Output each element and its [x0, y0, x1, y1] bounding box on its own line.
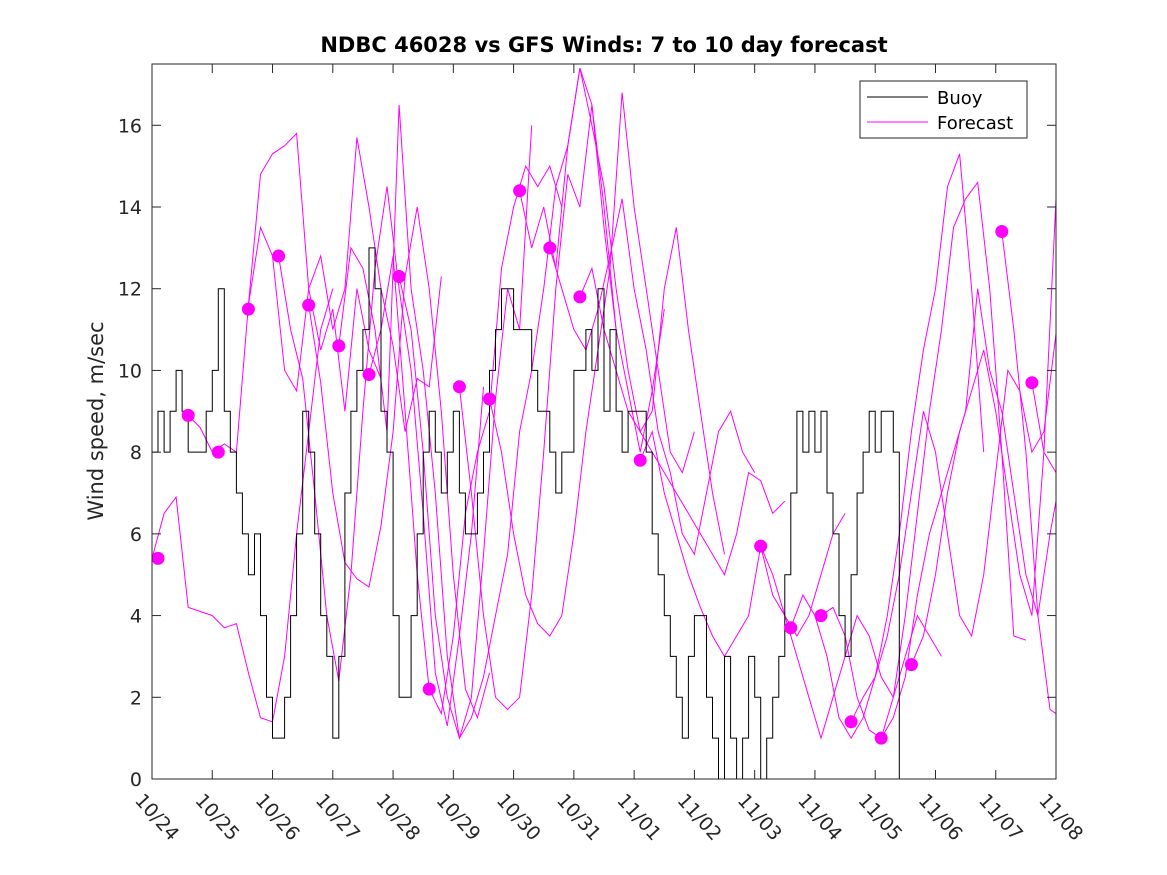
x-tick-label: 10/25	[191, 790, 244, 845]
x-tick-label: 11/04	[793, 790, 846, 845]
forecast-marker-13	[543, 241, 557, 255]
forecast-line-21	[1031, 382, 1057, 473]
forecast-marker-19	[844, 715, 858, 729]
y-tick-label: 16	[118, 115, 142, 137]
forecast-marker-11	[483, 392, 496, 406]
forecast-marker-9	[422, 682, 436, 696]
x-tick-label: 10/28	[371, 790, 424, 845]
forecast-line-8	[458, 104, 665, 711]
forecast-marker-4	[272, 249, 286, 263]
x-tick-label: 11/01	[612, 790, 665, 845]
forecast-marker-18	[814, 609, 828, 623]
y-tick-label: 8	[130, 442, 142, 464]
y-tick-label: 6	[130, 524, 142, 546]
forecast-line-10	[519, 67, 725, 555]
forecast-marker-7	[362, 368, 376, 381]
forecast-marker-1	[181, 408, 195, 422]
forecast-line-9	[489, 92, 695, 637]
forecast-line-15	[790, 153, 985, 740]
forecast-line-12	[579, 266, 786, 576]
legend: Buoy Forecast	[859, 80, 1028, 139]
forecast-line-5	[338, 104, 533, 739]
forecast-marker-5	[302, 298, 316, 312]
forecast-line-18	[880, 288, 1057, 739]
forecast-marker-8	[392, 270, 406, 283]
forecast-marker-10	[452, 380, 466, 394]
forecast-marker-2	[211, 445, 225, 459]
x-tick-label: 11/05	[853, 790, 906, 845]
x-tick-label: 11/03	[733, 790, 786, 845]
x-tick-label: 10/30	[492, 790, 545, 845]
chart-title: NDBC 46028 vs GFS Winds: 7 to 10 day for…	[320, 33, 887, 57]
forecast-line-17	[850, 333, 1057, 723]
y-tick-label: 4	[130, 606, 142, 628]
forecast-line-16	[820, 181, 1027, 739]
forecast-marker-0	[151, 551, 165, 565]
forecast-marker-16	[754, 539, 768, 553]
forecast-line-3	[278, 186, 484, 727]
forecast-line-2	[247, 137, 442, 432]
y-tick-label: 0	[130, 769, 142, 791]
x-tick-label: 10/26	[251, 790, 304, 845]
forecast-marker-15	[633, 453, 647, 467]
forecast-line-19	[910, 198, 1057, 665]
forecast-line-20	[1001, 231, 1057, 715]
legend-box	[859, 80, 1028, 139]
y-axis-label: Wind speed, m/sec	[84, 321, 108, 520]
data-layer	[151, 67, 1057, 780]
forecast-line-11	[549, 198, 756, 556]
forecast-marker-20	[874, 731, 888, 745]
forecast-marker-3	[241, 302, 255, 316]
forecast-marker-12	[513, 184, 527, 198]
y-tick-label: 12	[118, 279, 142, 301]
legend-forecast-label: Forecast	[937, 113, 1013, 134]
x-tick-label: 11/06	[914, 790, 967, 845]
x-tick-label: 11/02	[673, 790, 726, 845]
forecast-marker-22	[995, 225, 1009, 238]
x-tick-label: 10/31	[552, 790, 605, 845]
x-tick-label: 10/29	[432, 790, 485, 845]
legend-buoy-label: Buoy	[937, 88, 983, 109]
y-tick-label: 10	[118, 360, 142, 382]
x-tick-label: 10/24	[130, 790, 183, 845]
forecast-marker-6	[332, 339, 346, 353]
x-tick-label: 11/08	[1034, 790, 1087, 845]
plot-area-background	[152, 64, 1056, 779]
plot-frame	[151, 63, 1057, 780]
forecast-marker-17	[784, 621, 798, 635]
forecast-line-4	[308, 206, 490, 720]
x-tick-label: 10/27	[311, 790, 364, 845]
buoy-series-line	[152, 247, 1038, 780]
forecast-marker-23	[1025, 376, 1039, 390]
forecast-marker-14	[573, 290, 587, 304]
y-tick-label: 14	[118, 197, 142, 219]
forecast-marker-21	[904, 658, 918, 672]
x-tick-label: 11/07	[974, 790, 1027, 845]
y-tick-label: 2	[130, 687, 142, 709]
